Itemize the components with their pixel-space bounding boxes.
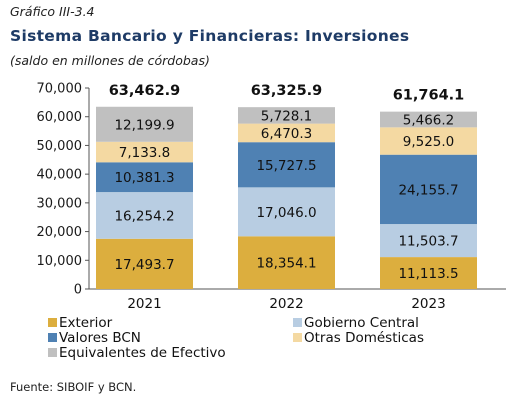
data-label: 12,199.9 xyxy=(114,117,174,133)
chart-number-label: Gráfico III-3.4 xyxy=(10,4,95,19)
legend-swatch xyxy=(293,333,302,342)
y-tick-label: 40,000 xyxy=(37,168,83,183)
data-label: 11,113.5 xyxy=(398,266,458,282)
bar-segment xyxy=(238,236,335,289)
data-label: 18,354.1 xyxy=(256,256,316,272)
x-tick-label: 2021 xyxy=(127,296,161,312)
data-label: 17,046.0 xyxy=(256,205,316,221)
stacked-bar-chart: 0 10,000 20,000 30,000 40,000 50,000 60,000 70,… xyxy=(37,82,506,361)
total-label: 63,462.9 xyxy=(109,83,181,99)
bar-segment xyxy=(380,111,477,128)
data-label: 5,466.2 xyxy=(403,112,455,128)
bar-segment xyxy=(96,238,193,289)
legend-label: Equivalentes de Efectivo xyxy=(59,345,226,361)
bar-segment xyxy=(380,257,477,289)
y-tick-label: 30,000 xyxy=(37,196,83,211)
data-label: 15,727.5 xyxy=(256,158,316,174)
data-label: 16,254.2 xyxy=(114,208,174,224)
data-label: 6,470.3 xyxy=(261,126,313,142)
total-label: 61,764.1 xyxy=(393,88,465,104)
data-label: 11,503.7 xyxy=(398,234,458,250)
legend-swatch xyxy=(293,318,302,327)
data-label: 7,133.8 xyxy=(119,145,171,161)
y-tick-label: 10,000 xyxy=(37,254,83,269)
data-label: 24,155.7 xyxy=(398,182,458,198)
bar-segment xyxy=(96,141,193,163)
legend-swatch xyxy=(48,318,57,327)
total-label: 63,325.9 xyxy=(251,83,323,99)
x-tick-label: 2023 xyxy=(411,296,445,312)
chart-title: Sistema Bancario y Financieras: Inversio… xyxy=(10,27,410,45)
legend-label: Exterior xyxy=(59,315,113,331)
data-label: 10,381.3 xyxy=(114,170,174,186)
y-tick-label: 60,000 xyxy=(37,110,83,125)
data-label: 5,728.1 xyxy=(261,108,313,124)
legend-swatch xyxy=(48,333,57,342)
legend-label: Valores BCN xyxy=(59,330,141,346)
data-label: 17,493.7 xyxy=(114,257,174,273)
x-tick-label: 2022 xyxy=(269,296,303,312)
bar-segment xyxy=(96,106,193,142)
bar-segment xyxy=(96,192,193,239)
bar-segment xyxy=(238,107,335,124)
legend-label: Otras Domésticas xyxy=(304,330,424,346)
bar-segment xyxy=(238,123,335,143)
y-tick-label: 50,000 xyxy=(37,139,83,154)
bar-segment xyxy=(380,224,477,258)
bar-segment xyxy=(238,142,335,188)
bar-segment xyxy=(380,154,477,225)
bar-segment xyxy=(96,162,193,193)
bar-segment xyxy=(380,127,477,155)
y-tick-label: 0 xyxy=(74,283,82,298)
legend-label: Gobierno Central xyxy=(304,315,419,331)
data-label: 9,525.0 xyxy=(403,134,455,150)
chart-subtitle: (saldo en millones de córdobas) xyxy=(10,53,210,68)
source-note: Fuente: SIBOIF y BCN. xyxy=(10,380,137,394)
bar-segment xyxy=(238,187,335,237)
y-tick-label: 20,000 xyxy=(37,225,83,240)
legend-swatch xyxy=(48,348,57,357)
y-tick-label: 70,000 xyxy=(37,82,83,97)
